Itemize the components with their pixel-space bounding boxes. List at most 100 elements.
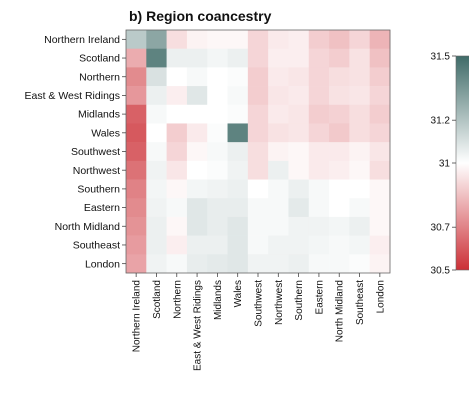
heatmap-cell (186, 254, 208, 274)
heatmap-cell (308, 216, 330, 236)
heatmap-cell (207, 235, 228, 255)
heatmap-cell (349, 104, 370, 124)
heatmap-cell (186, 216, 208, 236)
heatmap-cell (126, 86, 147, 106)
heatmap-cell (288, 142, 310, 162)
heatmap-cell (268, 142, 289, 162)
heatmap-cell (126, 123, 147, 143)
colorbar-tick-label: 31.2 (431, 116, 451, 127)
heatmap-cell (166, 67, 188, 87)
heatmap-cell (268, 254, 289, 274)
heatmap-cell (207, 216, 228, 236)
heatmap-cell (288, 30, 310, 49)
heatmap-cell (369, 198, 391, 218)
heatmap-cell (288, 216, 310, 236)
heatmap-cell (247, 142, 269, 162)
heatmap-cell (166, 30, 188, 49)
row-label: Scotland (79, 53, 120, 65)
heatmap-cell (369, 142, 391, 162)
heatmap-cell (308, 48, 330, 68)
heatmap-cell (146, 254, 167, 274)
row-label: Southeast (73, 240, 120, 252)
heatmap-cell (207, 67, 228, 87)
heatmap-cell (247, 254, 269, 274)
heatmap-cell (227, 160, 249, 180)
heatmap-cell (349, 254, 370, 274)
chart-title: b) Region coancestry (129, 8, 272, 24)
heatmap-cell (126, 48, 147, 68)
heatmap-cell (329, 30, 350, 49)
heatmap-cell (186, 48, 208, 68)
heatmap-cell (268, 30, 289, 49)
heatmap-cell (166, 160, 188, 180)
heatmap-cell (349, 179, 370, 199)
row-label: East & West Ridings (24, 90, 120, 102)
heatmap-cell (227, 198, 249, 218)
heatmap-cell (146, 67, 167, 87)
column-labels: Northern Ireland Scotland Northern East & W… (132, 273, 386, 371)
heatmap-cell (126, 160, 147, 180)
heatmap-cell (288, 179, 310, 199)
heatmap-cell (207, 48, 228, 68)
heatmap-cell (227, 48, 249, 68)
heatmap-cell (207, 179, 228, 199)
heatmap-cell (268, 216, 289, 236)
heatmap-cell (329, 142, 350, 162)
heatmap-cell (186, 142, 208, 162)
column-label: Eastern (314, 280, 325, 314)
row-labels: Northern Ireland Scotland Northern East & W… (24, 34, 126, 270)
heatmap-cell (186, 104, 208, 124)
heatmap-cell (308, 142, 330, 162)
colorbar-tick-label: 30.5 (431, 266, 451, 277)
heatmap-cell (308, 67, 330, 87)
heatmap-cell (329, 86, 350, 106)
heatmap-cell (369, 67, 391, 87)
heatmap-cell (186, 235, 208, 255)
heatmap-cell (247, 123, 269, 143)
column-label: Southeast (355, 280, 366, 325)
heatmap-cell (186, 86, 208, 106)
heatmap-cell (166, 104, 188, 124)
column-label: Southern (294, 280, 305, 321)
heatmap-cell (227, 254, 249, 274)
colorbar (455, 55, 469, 271)
heatmap-cell (227, 30, 249, 49)
heatmap-cell (288, 160, 310, 180)
heatmap-cell (288, 235, 310, 255)
heatmap-cell (349, 142, 370, 162)
heatmap-cell (369, 160, 391, 180)
row-label: London (85, 258, 120, 270)
heatmap-cell (247, 48, 269, 68)
heatmap-cell (227, 86, 249, 106)
heatmap-cell (146, 123, 167, 143)
heatmap-cell (308, 86, 330, 106)
heatmap-cell (247, 67, 269, 87)
heatmap-cell (186, 123, 208, 143)
heatmap-cell (369, 104, 391, 124)
heatmap-cell (247, 198, 269, 218)
heatmap-cells (126, 30, 391, 274)
heatmap-cell (349, 160, 370, 180)
heatmap-cell (186, 198, 208, 218)
heatmap-cell (288, 67, 310, 87)
row-label: Southern (77, 183, 120, 195)
column-label: Midlands (213, 280, 224, 320)
heatmap-cell (268, 86, 289, 106)
heatmap-cell (166, 86, 188, 106)
heatmap-cell (268, 160, 289, 180)
heatmap-cell (288, 86, 310, 106)
column-label: Northern Ireland (132, 280, 143, 352)
heatmap-cell (166, 123, 188, 143)
heatmap-cell (146, 142, 167, 162)
heatmap-cell (369, 254, 391, 274)
heatmap-cell (288, 198, 310, 218)
heatmap-cell (329, 123, 350, 143)
heatmap-cell (126, 104, 147, 124)
heatmap-cell (268, 67, 289, 87)
heatmap-cell (349, 67, 370, 87)
heatmap-cell (146, 48, 167, 68)
row-label: Southwest (71, 146, 120, 158)
heatmap-cell (329, 48, 350, 68)
column-label: Northern (172, 280, 183, 319)
